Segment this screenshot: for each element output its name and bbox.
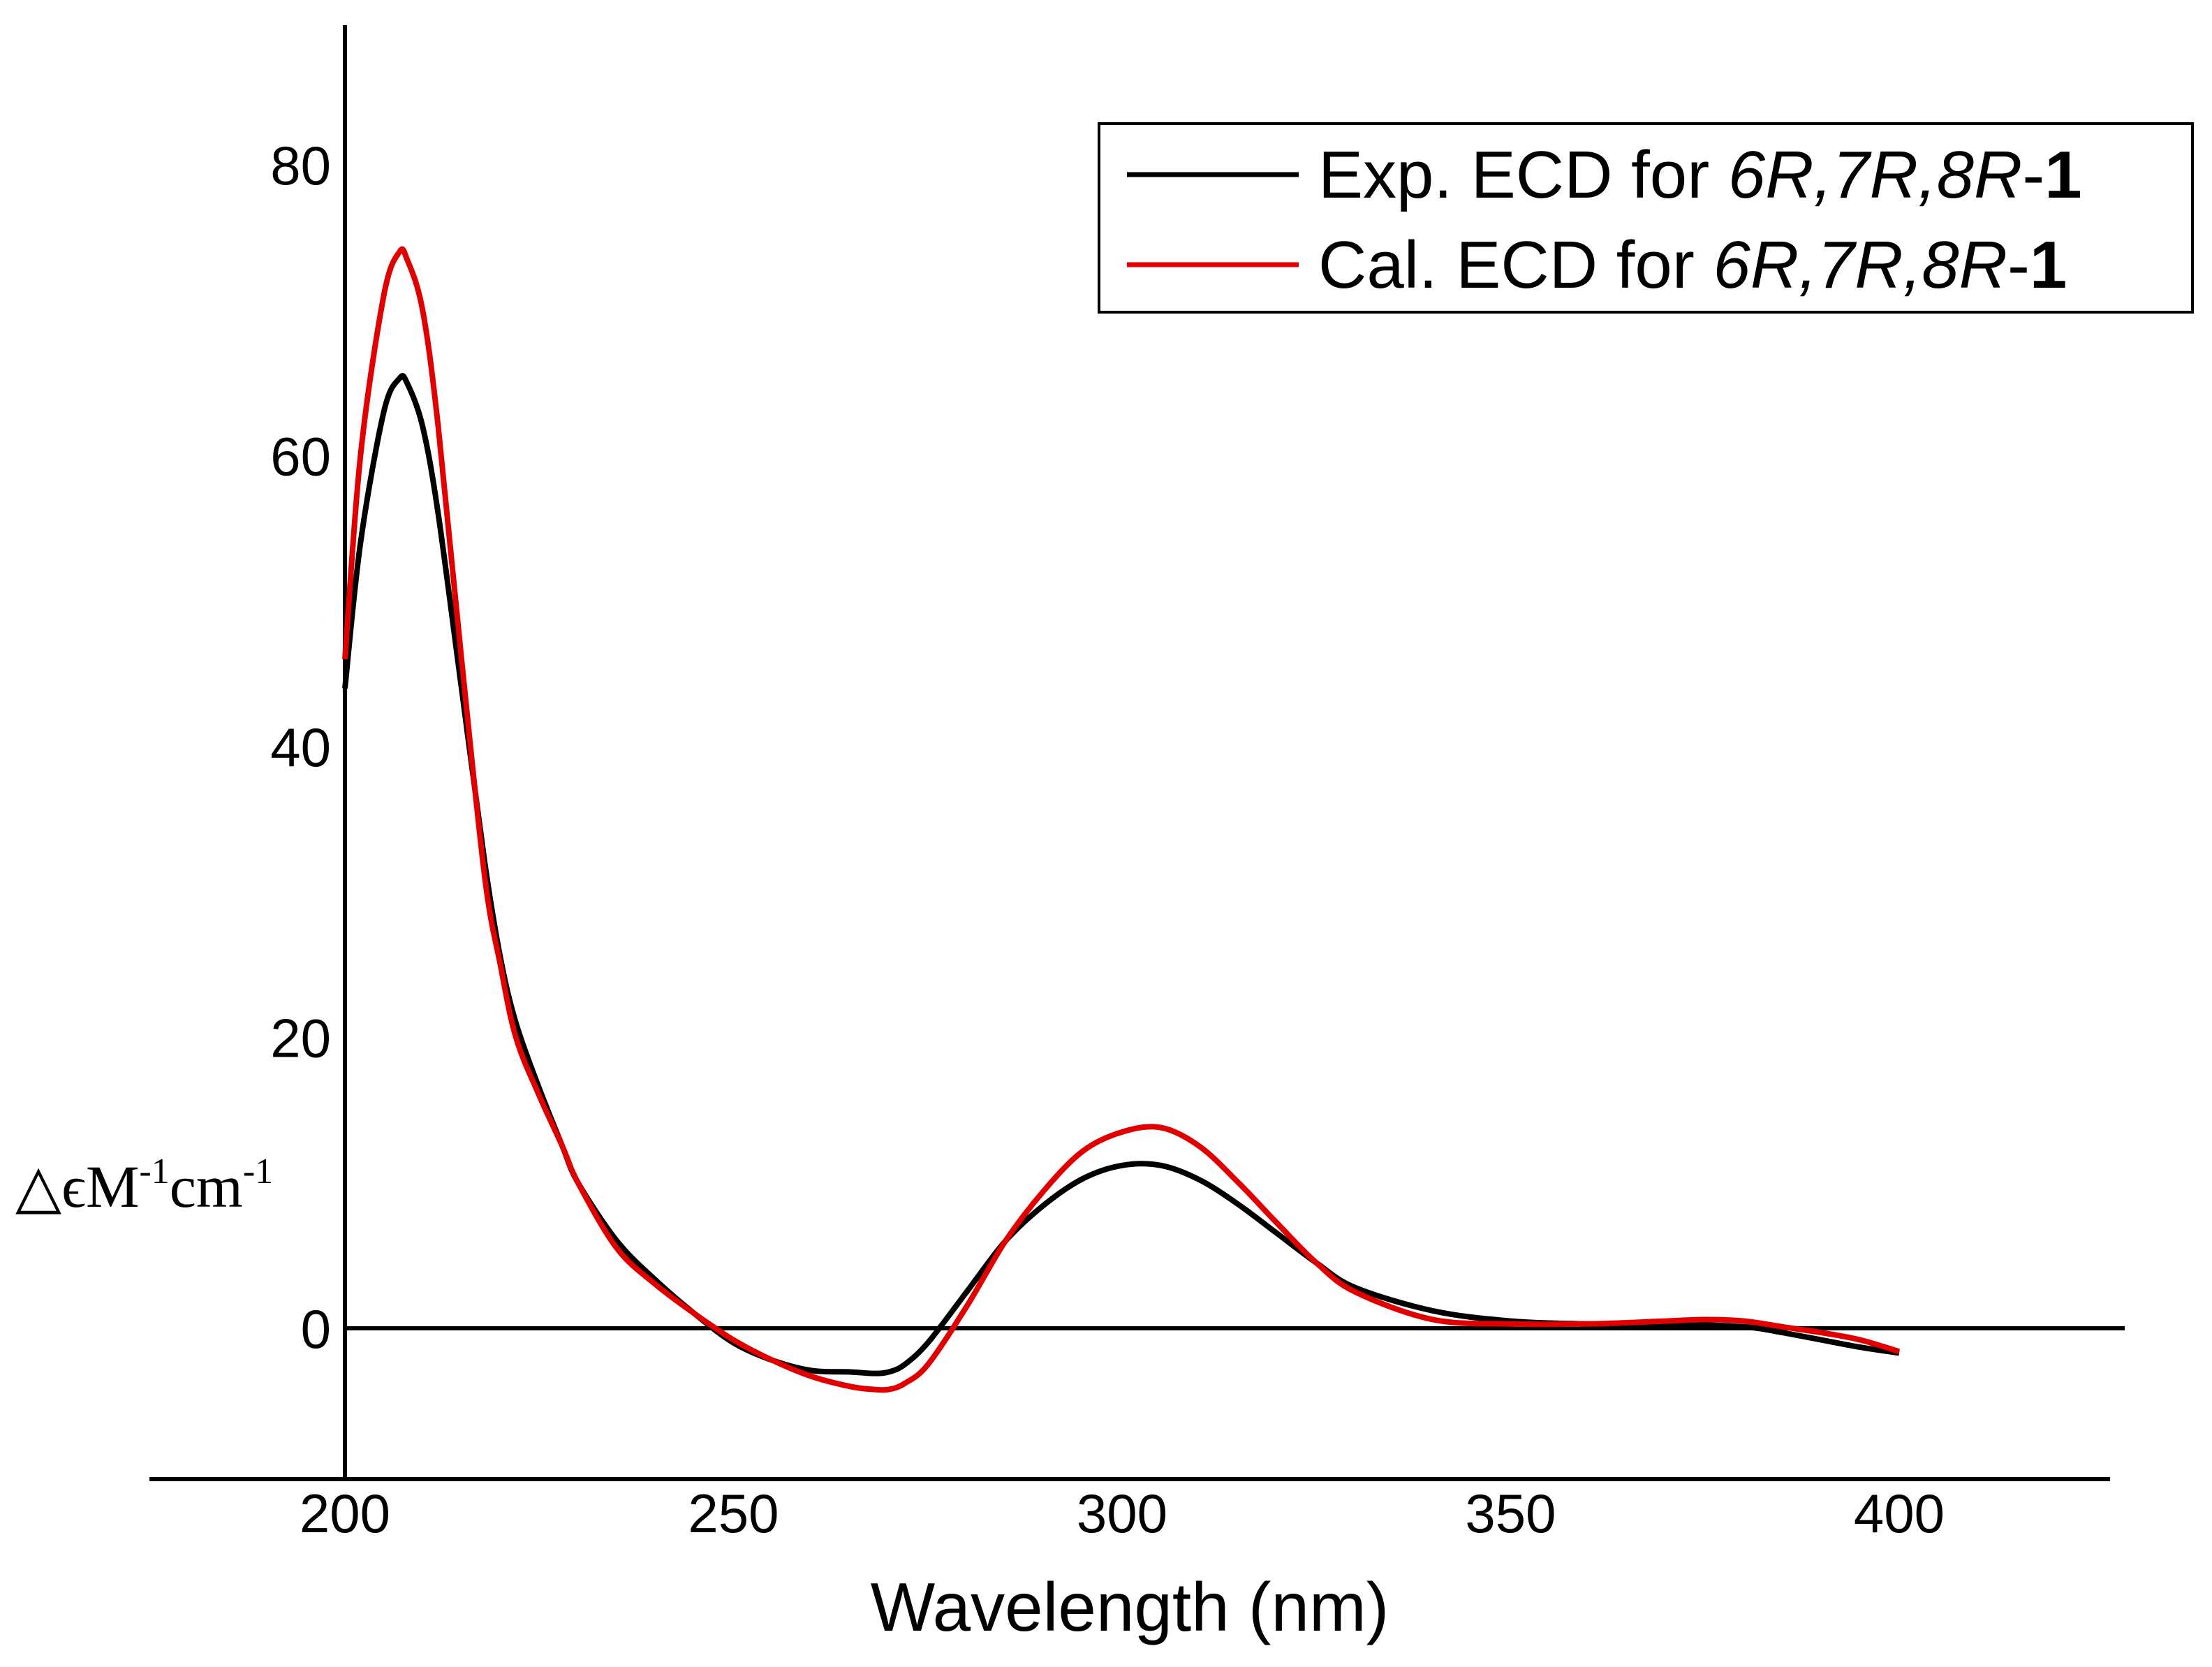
legend-box xyxy=(1098,122,2194,314)
legend-label-cal: Cal. ECD for 6R,7R,8R-1 xyxy=(1318,228,2067,302)
x-tick-label: 400 xyxy=(1854,1483,1945,1544)
x-tick-labels: 200 250 300 350 400 xyxy=(300,1483,1945,1544)
series-line-exp xyxy=(342,373,1900,1376)
legend-label-exp: Exp. ECD for 6R,7R,8R-1 xyxy=(1318,138,2082,212)
y-tick-label: 60 xyxy=(270,426,331,487)
legend: Exp. ECD for 6R,7R,8R-1 Cal. ECD for 6R,… xyxy=(1098,122,2194,314)
y-tick-label: 40 xyxy=(270,717,331,778)
x-tick-label: 300 xyxy=(1077,1483,1167,1544)
y-tick-label: 20 xyxy=(270,1008,331,1069)
x-tick-label: 200 xyxy=(300,1483,390,1544)
series-layer xyxy=(342,246,1901,1393)
y-axis-label: △ϵM-1cm-1 xyxy=(15,1152,273,1220)
y-tick-label: 0 xyxy=(301,1298,331,1360)
series-line-cal xyxy=(342,246,1901,1393)
x-tick-label: 250 xyxy=(688,1483,779,1544)
x-axis-label: Wavelength (nm) xyxy=(871,1569,1389,1645)
x-tick-label: 350 xyxy=(1465,1483,1556,1544)
y-tick-label: 80 xyxy=(270,135,331,196)
y-tick-labels: 0 20 40 60 80 xyxy=(270,135,331,1360)
